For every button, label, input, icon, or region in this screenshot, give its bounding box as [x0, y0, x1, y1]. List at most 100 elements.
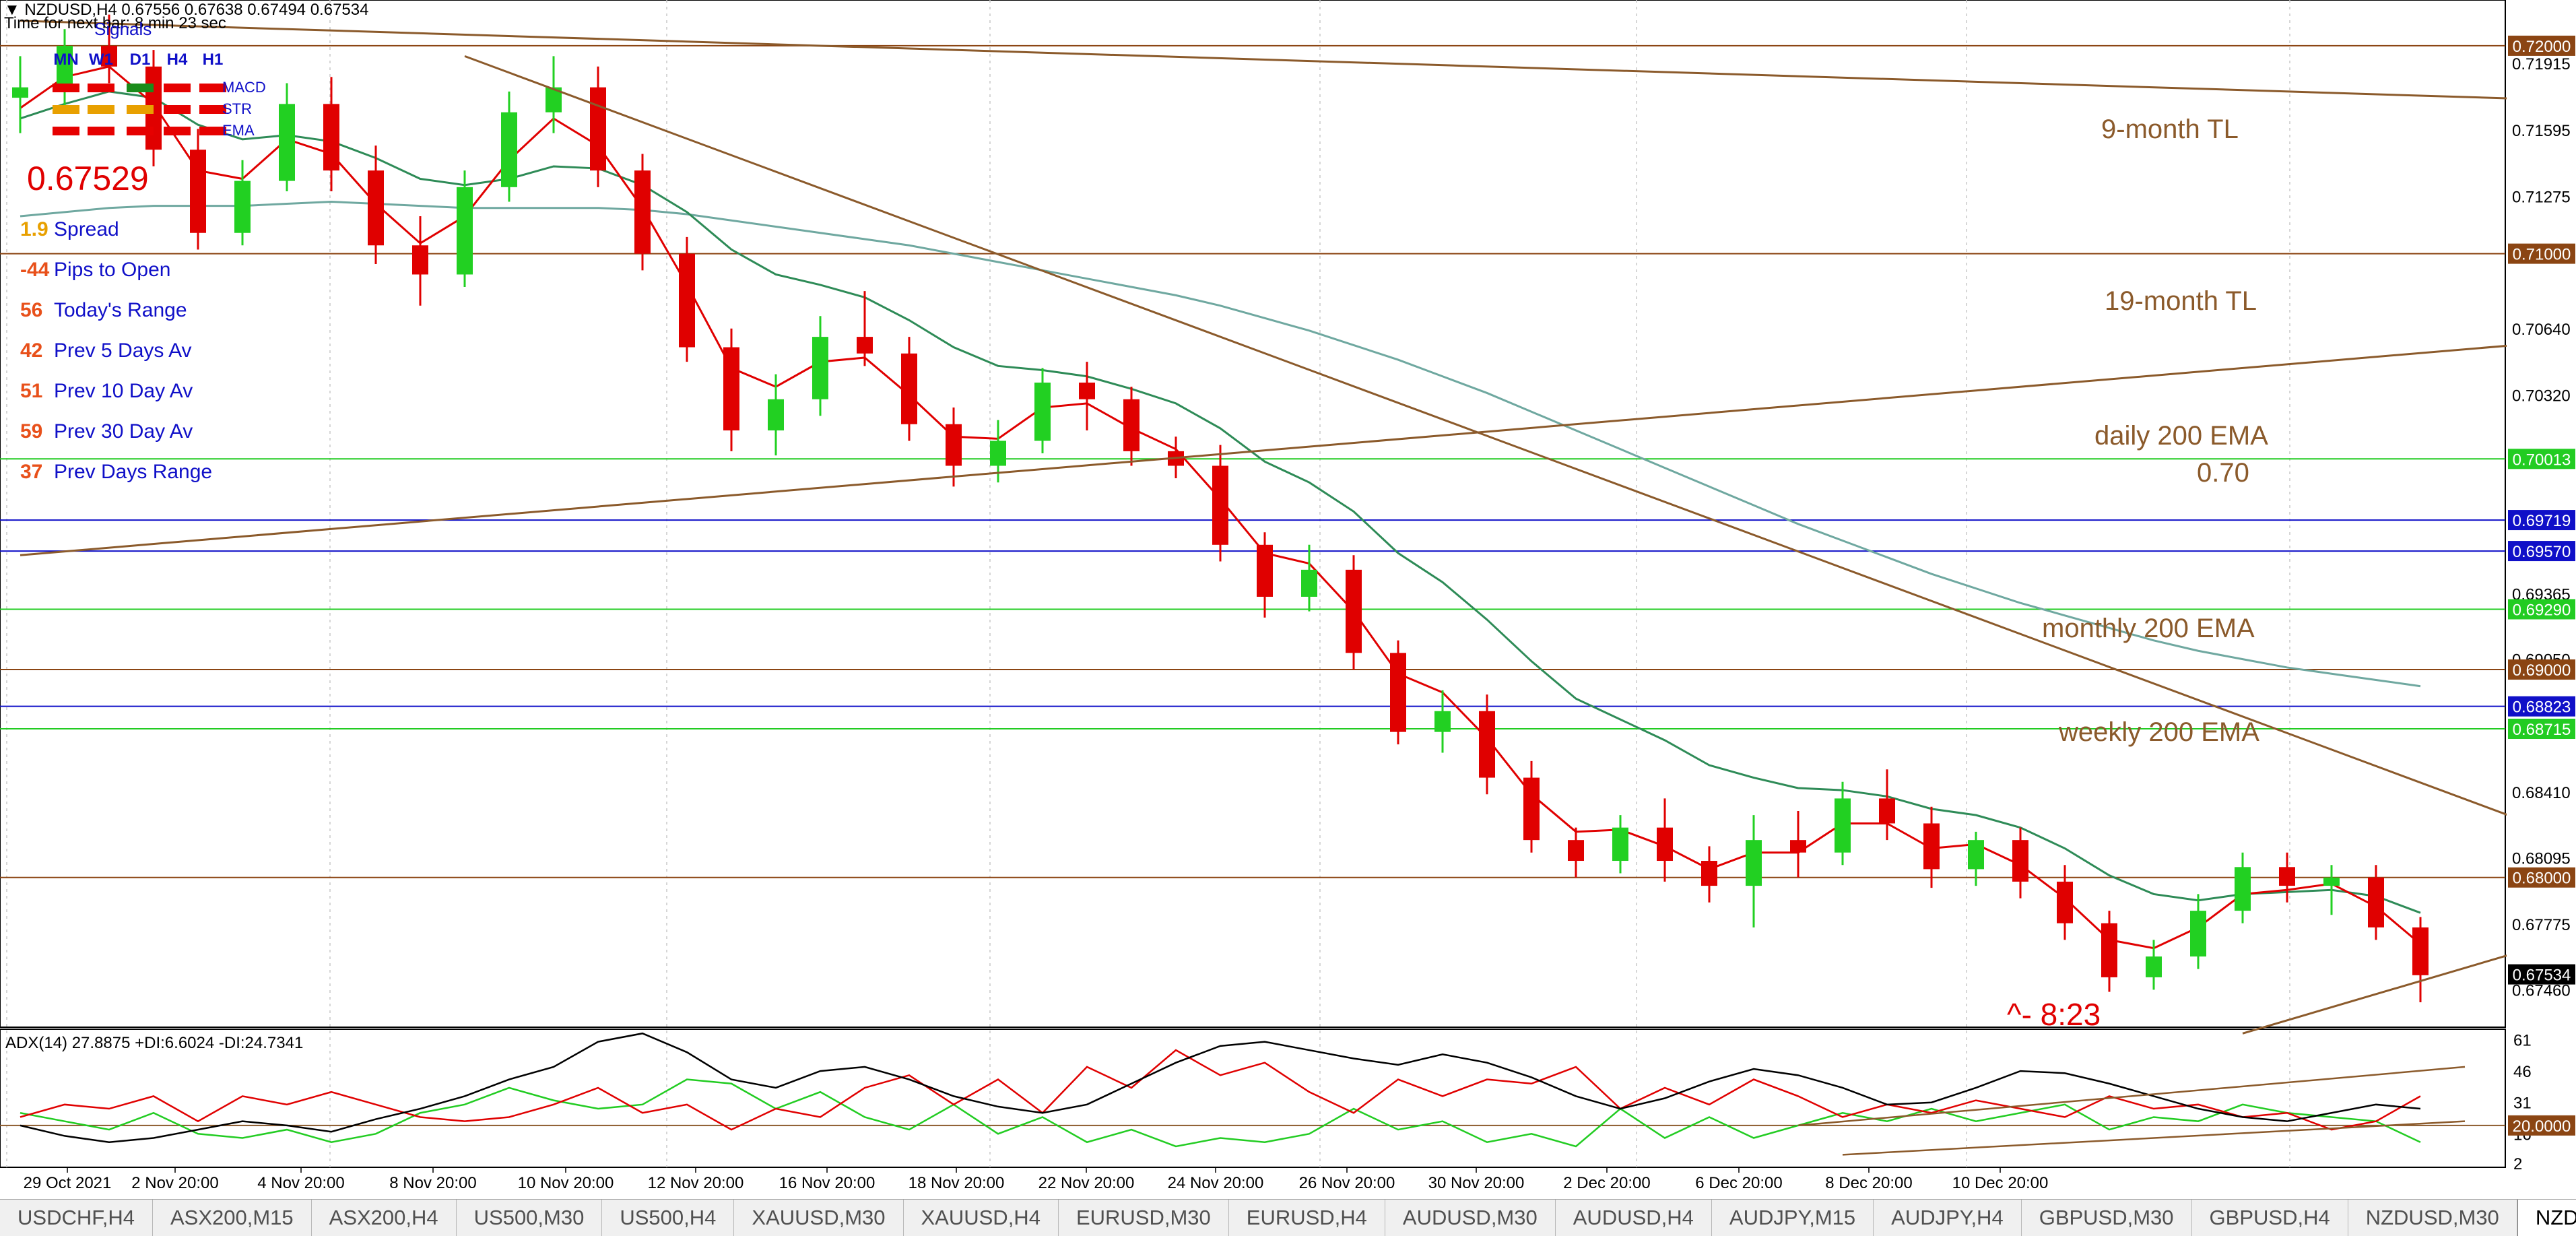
candle-bullish[interactable] — [1968, 840, 1984, 870]
candle-bearish[interactable] — [1479, 711, 1495, 778]
symbol-tab[interactable]: XAUUSD,M30 — [734, 1200, 904, 1236]
candle-bearish[interactable] — [1879, 798, 1895, 824]
symbol-tab[interactable]: US500,H4 — [602, 1200, 735, 1236]
info-value: 59 — [20, 420, 42, 443]
symbol-tab[interactable]: EURUSD,H4 — [1229, 1200, 1385, 1236]
chart-annotation: daily 200 EMA — [2094, 421, 2268, 451]
symbol-tab[interactable]: GBPUSD,M30 — [2022, 1200, 2192, 1236]
candle-bearish[interactable] — [723, 347, 739, 431]
symbol-tab[interactable]: USDCHF,H4 — [0, 1200, 153, 1236]
price-tag — [2508, 541, 2575, 562]
candle-bearish[interactable] — [634, 170, 651, 254]
candle-bearish[interactable] — [2101, 923, 2117, 977]
candle-bearish[interactable] — [412, 245, 428, 275]
candle-bearish[interactable] — [1790, 840, 1806, 853]
info-label: Prev Days Range — [54, 461, 212, 483]
info-value: 42 — [20, 339, 42, 362]
next-bar-timer: Time for next bar: 8 min 23 sec — [4, 14, 226, 32]
chart-annotation: 9-month TL — [2101, 115, 2239, 144]
candle-bullish[interactable] — [2146, 956, 2162, 977]
symbol-tab[interactable]: XAUUSD,H4 — [904, 1200, 1059, 1236]
chart-canvas[interactable]: 9-month TL 19-month TL daily 200 EMA 0.70 mo… — [0, 0, 2576, 1199]
symbol-tab[interactable]: AUDJPY,M15 — [1712, 1200, 1874, 1236]
candle-bullish[interactable] — [57, 45, 73, 88]
time-axis-label: 2 Dec 20:00 — [1563, 1174, 1650, 1192]
candle-bullish[interactable] — [1746, 840, 1762, 886]
candle-bullish[interactable] — [1034, 383, 1051, 441]
adx-trendline[interactable] — [1842, 1120, 2466, 1156]
trendline[interactable] — [464, 55, 2576, 882]
candle-bullish[interactable] — [1434, 711, 1451, 732]
candle-bearish[interactable] — [1257, 544, 1273, 597]
candle-bullish[interactable] — [1835, 798, 1851, 853]
candle-bearish[interactable] — [368, 170, 384, 246]
time-axis-label: 30 Nov 20:00 — [1428, 1174, 1525, 1192]
candle-bearish[interactable] — [901, 353, 917, 424]
price-pane[interactable] — [0, 0, 2506, 1028]
candle-bearish[interactable] — [1923, 823, 1940, 870]
symbol-tab[interactable]: EURUSD,M30 — [1059, 1200, 1229, 1236]
adx-trendline[interactable] — [1797, 1066, 2466, 1127]
trendline[interactable] — [20, 20, 2576, 125]
signal-cell-ema — [127, 127, 154, 135]
candle-bearish[interactable] — [1701, 861, 1717, 886]
time-axis-label: 8 Nov 20:00 — [389, 1174, 476, 1192]
candle-bearish[interactable] — [1079, 383, 1095, 399]
candle-bearish[interactable] — [190, 150, 206, 233]
chart-annotation: 0.70 — [2197, 458, 2249, 488]
candle-bearish[interactable] — [1390, 653, 1406, 732]
candle-bearish[interactable] — [857, 337, 873, 354]
symbol-tab[interactable]: AUDJPY,H4 — [1874, 1200, 2022, 1236]
price-tag — [2508, 964, 2575, 985]
candle-bullish[interactable] — [990, 441, 1006, 466]
candle-bearish[interactable] — [2012, 840, 2028, 882]
candle-bearish[interactable] — [2368, 877, 2384, 928]
trendline[interactable] — [20, 274, 2576, 556]
symbol-tab[interactable]: US500,M30 — [457, 1200, 603, 1236]
timeframe-header: D1 — [130, 51, 151, 69]
candle-bullish[interactable] — [2323, 877, 2340, 886]
info-label: Prev 5 Days Av — [54, 339, 192, 362]
trendline[interactable] — [2242, 903, 2576, 1035]
candle-bearish[interactable] — [2412, 927, 2429, 975]
timeframe-header: H4 — [167, 51, 188, 69]
symbol-tab[interactable]: AUDUSD,H4 — [1556, 1200, 1712, 1236]
price-tag-label: 0.68823 — [2513, 698, 2571, 717]
candle-bearish[interactable] — [1568, 840, 1584, 861]
symbol-tab[interactable]: ASX200,H4 — [312, 1200, 457, 1236]
candle-bearish[interactable] — [1523, 777, 1540, 841]
candle-bearish[interactable] — [2279, 867, 2295, 886]
candle-bullish[interactable] — [768, 399, 784, 431]
signal-cell-ema — [164, 127, 191, 135]
candle-bullish[interactable] — [1301, 569, 1317, 597]
candle-bullish[interactable] — [12, 87, 28, 98]
candle-bearish[interactable] — [323, 104, 339, 171]
symbol-tab[interactable]: NZDUSD,M30 — [2348, 1200, 2517, 1236]
symbol-tab[interactable]: ASX200,M15 — [153, 1200, 312, 1236]
candle-bearish[interactable] — [590, 87, 606, 171]
adx-pane[interactable] — [0, 1029, 2506, 1168]
candle-bullish[interactable] — [457, 187, 473, 275]
symbol-tab[interactable]: NZDUSD,H4 — [2517, 1200, 2576, 1236]
candle-bearish[interactable] — [2057, 881, 2073, 923]
chart-annotation: monthly 200 EMA — [2042, 614, 2255, 643]
signal-cell-macd — [164, 84, 191, 92]
candle-bearish[interactable] — [679, 253, 695, 348]
candle-bullish[interactable] — [501, 112, 517, 187]
candle-bearish[interactable] — [1212, 465, 1228, 545]
symbol-tab[interactable]: GBPUSD,H4 — [2192, 1200, 2348, 1236]
candle-bullish[interactable] — [279, 104, 295, 181]
price-axis-label: 0.68410 — [2512, 784, 2571, 802]
price-axis-label: 0.71915 — [2512, 55, 2571, 73]
candle-bullish[interactable] — [1612, 827, 1628, 861]
candle-bearish[interactable] — [1123, 399, 1140, 451]
candle-bullish[interactable] — [812, 337, 828, 399]
candle-bullish[interactable] — [234, 181, 251, 233]
candle-bearish[interactable] — [1346, 569, 1362, 653]
candle-bearish[interactable] — [101, 45, 117, 67]
candle-bearish[interactable] — [1657, 827, 1673, 861]
candle-bullish[interactable] — [2190, 911, 2206, 957]
candle-bearish[interactable] — [946, 424, 962, 466]
symbol-tab[interactable]: AUDUSD,M30 — [1385, 1200, 1556, 1236]
candle-bullish[interactable] — [2235, 867, 2251, 911]
